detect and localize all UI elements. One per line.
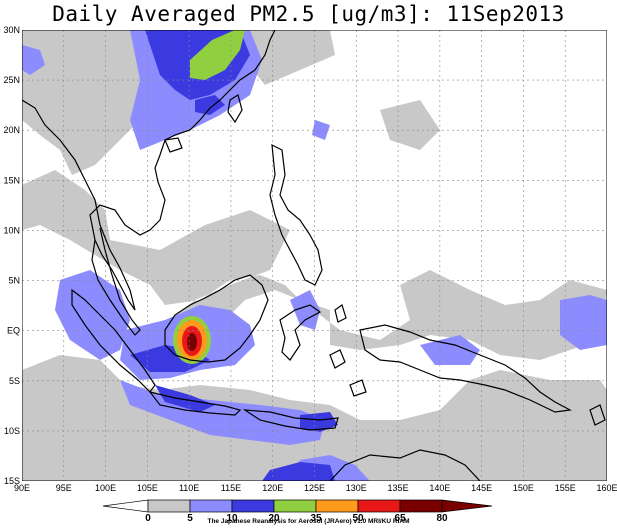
colorbar-low-triangle xyxy=(102,499,149,513)
data-credit: The Japanese Reanalysis for Aerosol (JRA… xyxy=(207,518,410,525)
colorbar-high-triangle xyxy=(441,499,493,513)
x-tick-label: 150E xyxy=(513,483,534,493)
colorbar-segment xyxy=(231,499,275,513)
y-tick-label: 10S xyxy=(4,426,20,436)
map-title: Daily Averaged PM2.5 [ug/m3]: 11Sep2013 xyxy=(52,2,565,26)
y-tick-label: 10N xyxy=(3,225,20,235)
colorbar-label: 50 xyxy=(352,513,364,524)
y-tick-label: 25N xyxy=(3,75,20,85)
x-tick-label: 110E xyxy=(179,483,199,493)
y-axis-ticks: 15S 10S 5S EQ 5N 10N 15N 20N 25N 30N xyxy=(3,25,20,486)
x-tick-label: 120E xyxy=(262,483,283,493)
x-tick-label: 160E xyxy=(596,483,617,493)
pm25-35-50-region xyxy=(190,30,245,80)
grid-lines xyxy=(22,30,607,481)
colorbar-segment xyxy=(147,499,191,513)
colorbar-segment xyxy=(399,499,443,513)
colorbar-label: 10 xyxy=(226,513,238,524)
x-tick-label: 135E xyxy=(388,483,409,493)
y-tick-label: 20N xyxy=(3,125,20,135)
pm25-hotspot xyxy=(173,316,211,364)
x-tick-label: 105E xyxy=(137,483,158,493)
y-tick-label: EQ xyxy=(7,326,20,336)
x-tick-label: 155E xyxy=(555,483,576,493)
colorbar-segment xyxy=(357,499,401,513)
x-tick-label: 115E xyxy=(221,483,241,493)
x-axis-ticks: 90E 95E 100E 105E 110E 115E 120E 125E 130E 135E 14… xyxy=(14,483,617,493)
x-tick-label: 125E xyxy=(304,483,325,493)
x-tick-label: 90E xyxy=(14,483,30,493)
x-tick-label: 100E xyxy=(95,483,116,493)
colorbar-label: 80 xyxy=(436,513,448,524)
colorbar-label: 20 xyxy=(268,513,280,524)
colorbar-label: 65 xyxy=(394,513,406,524)
y-tick-label: 5S xyxy=(9,376,20,386)
colorbar-segment xyxy=(189,499,233,513)
colorbar-label: 5 xyxy=(187,513,193,524)
y-tick-label: 30N xyxy=(3,25,20,35)
y-tick-label: 15N xyxy=(3,175,20,185)
x-tick-label: 95E xyxy=(56,483,72,493)
colorbar: 0 5 10 20 35 50 65 80 xyxy=(102,499,493,524)
colorbar-label: 0 xyxy=(145,513,151,524)
y-tick-label: 5N xyxy=(8,276,20,286)
y-tick-label: 15S xyxy=(4,476,20,486)
pm25-field xyxy=(22,30,607,481)
x-tick-label: 130E xyxy=(346,483,367,493)
colorbar-segment xyxy=(315,499,359,513)
coastlines xyxy=(22,30,606,481)
x-tick-label: 140E xyxy=(429,483,450,493)
x-tick-label: 145E xyxy=(471,483,492,493)
colorbar-label: 35 xyxy=(310,513,322,524)
colorbar-segment xyxy=(273,499,317,513)
